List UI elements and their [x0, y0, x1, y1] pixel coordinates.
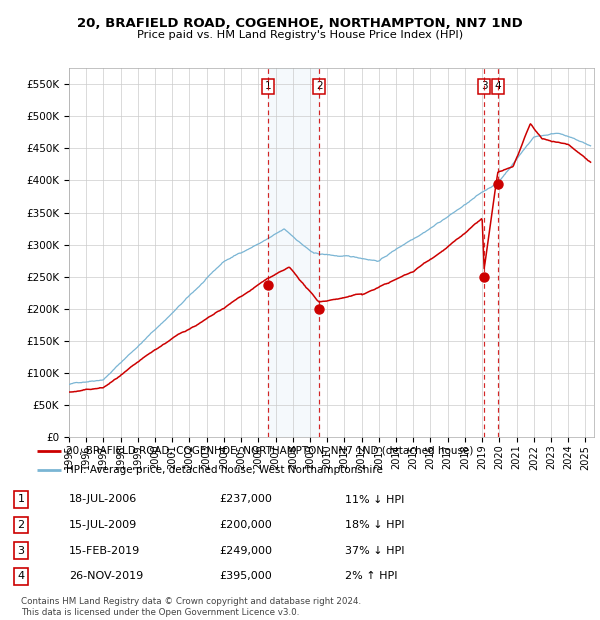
Text: 18-JUL-2006: 18-JUL-2006: [69, 495, 137, 505]
Text: 2: 2: [316, 81, 323, 91]
Text: 26-NOV-2019: 26-NOV-2019: [69, 572, 143, 582]
Text: 15-FEB-2019: 15-FEB-2019: [69, 546, 140, 556]
Text: 37% ↓ HPI: 37% ↓ HPI: [345, 546, 404, 556]
Text: 4: 4: [494, 81, 501, 91]
Text: 2: 2: [17, 520, 25, 530]
Text: 1: 1: [265, 81, 271, 91]
Text: Price paid vs. HM Land Registry's House Price Index (HPI): Price paid vs. HM Land Registry's House …: [137, 30, 463, 40]
Text: 4: 4: [17, 572, 25, 582]
Text: 2% ↑ HPI: 2% ↑ HPI: [345, 572, 398, 582]
Text: 3: 3: [481, 81, 487, 91]
Text: 15-JUL-2009: 15-JUL-2009: [69, 520, 137, 530]
Bar: [268, 68, 319, 437]
Text: Contains HM Land Registry data © Crown copyright and database right 2024.
This d: Contains HM Land Registry data © Crown c…: [21, 598, 361, 617]
Text: 3: 3: [17, 546, 25, 556]
Text: 11% ↓ HPI: 11% ↓ HPI: [345, 495, 404, 505]
Text: 18% ↓ HPI: 18% ↓ HPI: [345, 520, 404, 530]
Text: £237,000: £237,000: [219, 495, 272, 505]
Text: HPI: Average price, detached house, West Northamptonshire: HPI: Average price, detached house, West…: [66, 465, 383, 475]
Text: 1: 1: [17, 495, 25, 505]
Text: £395,000: £395,000: [219, 572, 272, 582]
Text: £200,000: £200,000: [219, 520, 272, 530]
Text: 20, BRAFIELD ROAD, COGENHOE, NORTHAMPTON, NN7 1ND (detached house): 20, BRAFIELD ROAD, COGENHOE, NORTHAMPTON…: [66, 446, 473, 456]
Text: 20, BRAFIELD ROAD, COGENHOE, NORTHAMPTON, NN7 1ND: 20, BRAFIELD ROAD, COGENHOE, NORTHAMPTON…: [77, 17, 523, 30]
Text: £249,000: £249,000: [219, 546, 272, 556]
